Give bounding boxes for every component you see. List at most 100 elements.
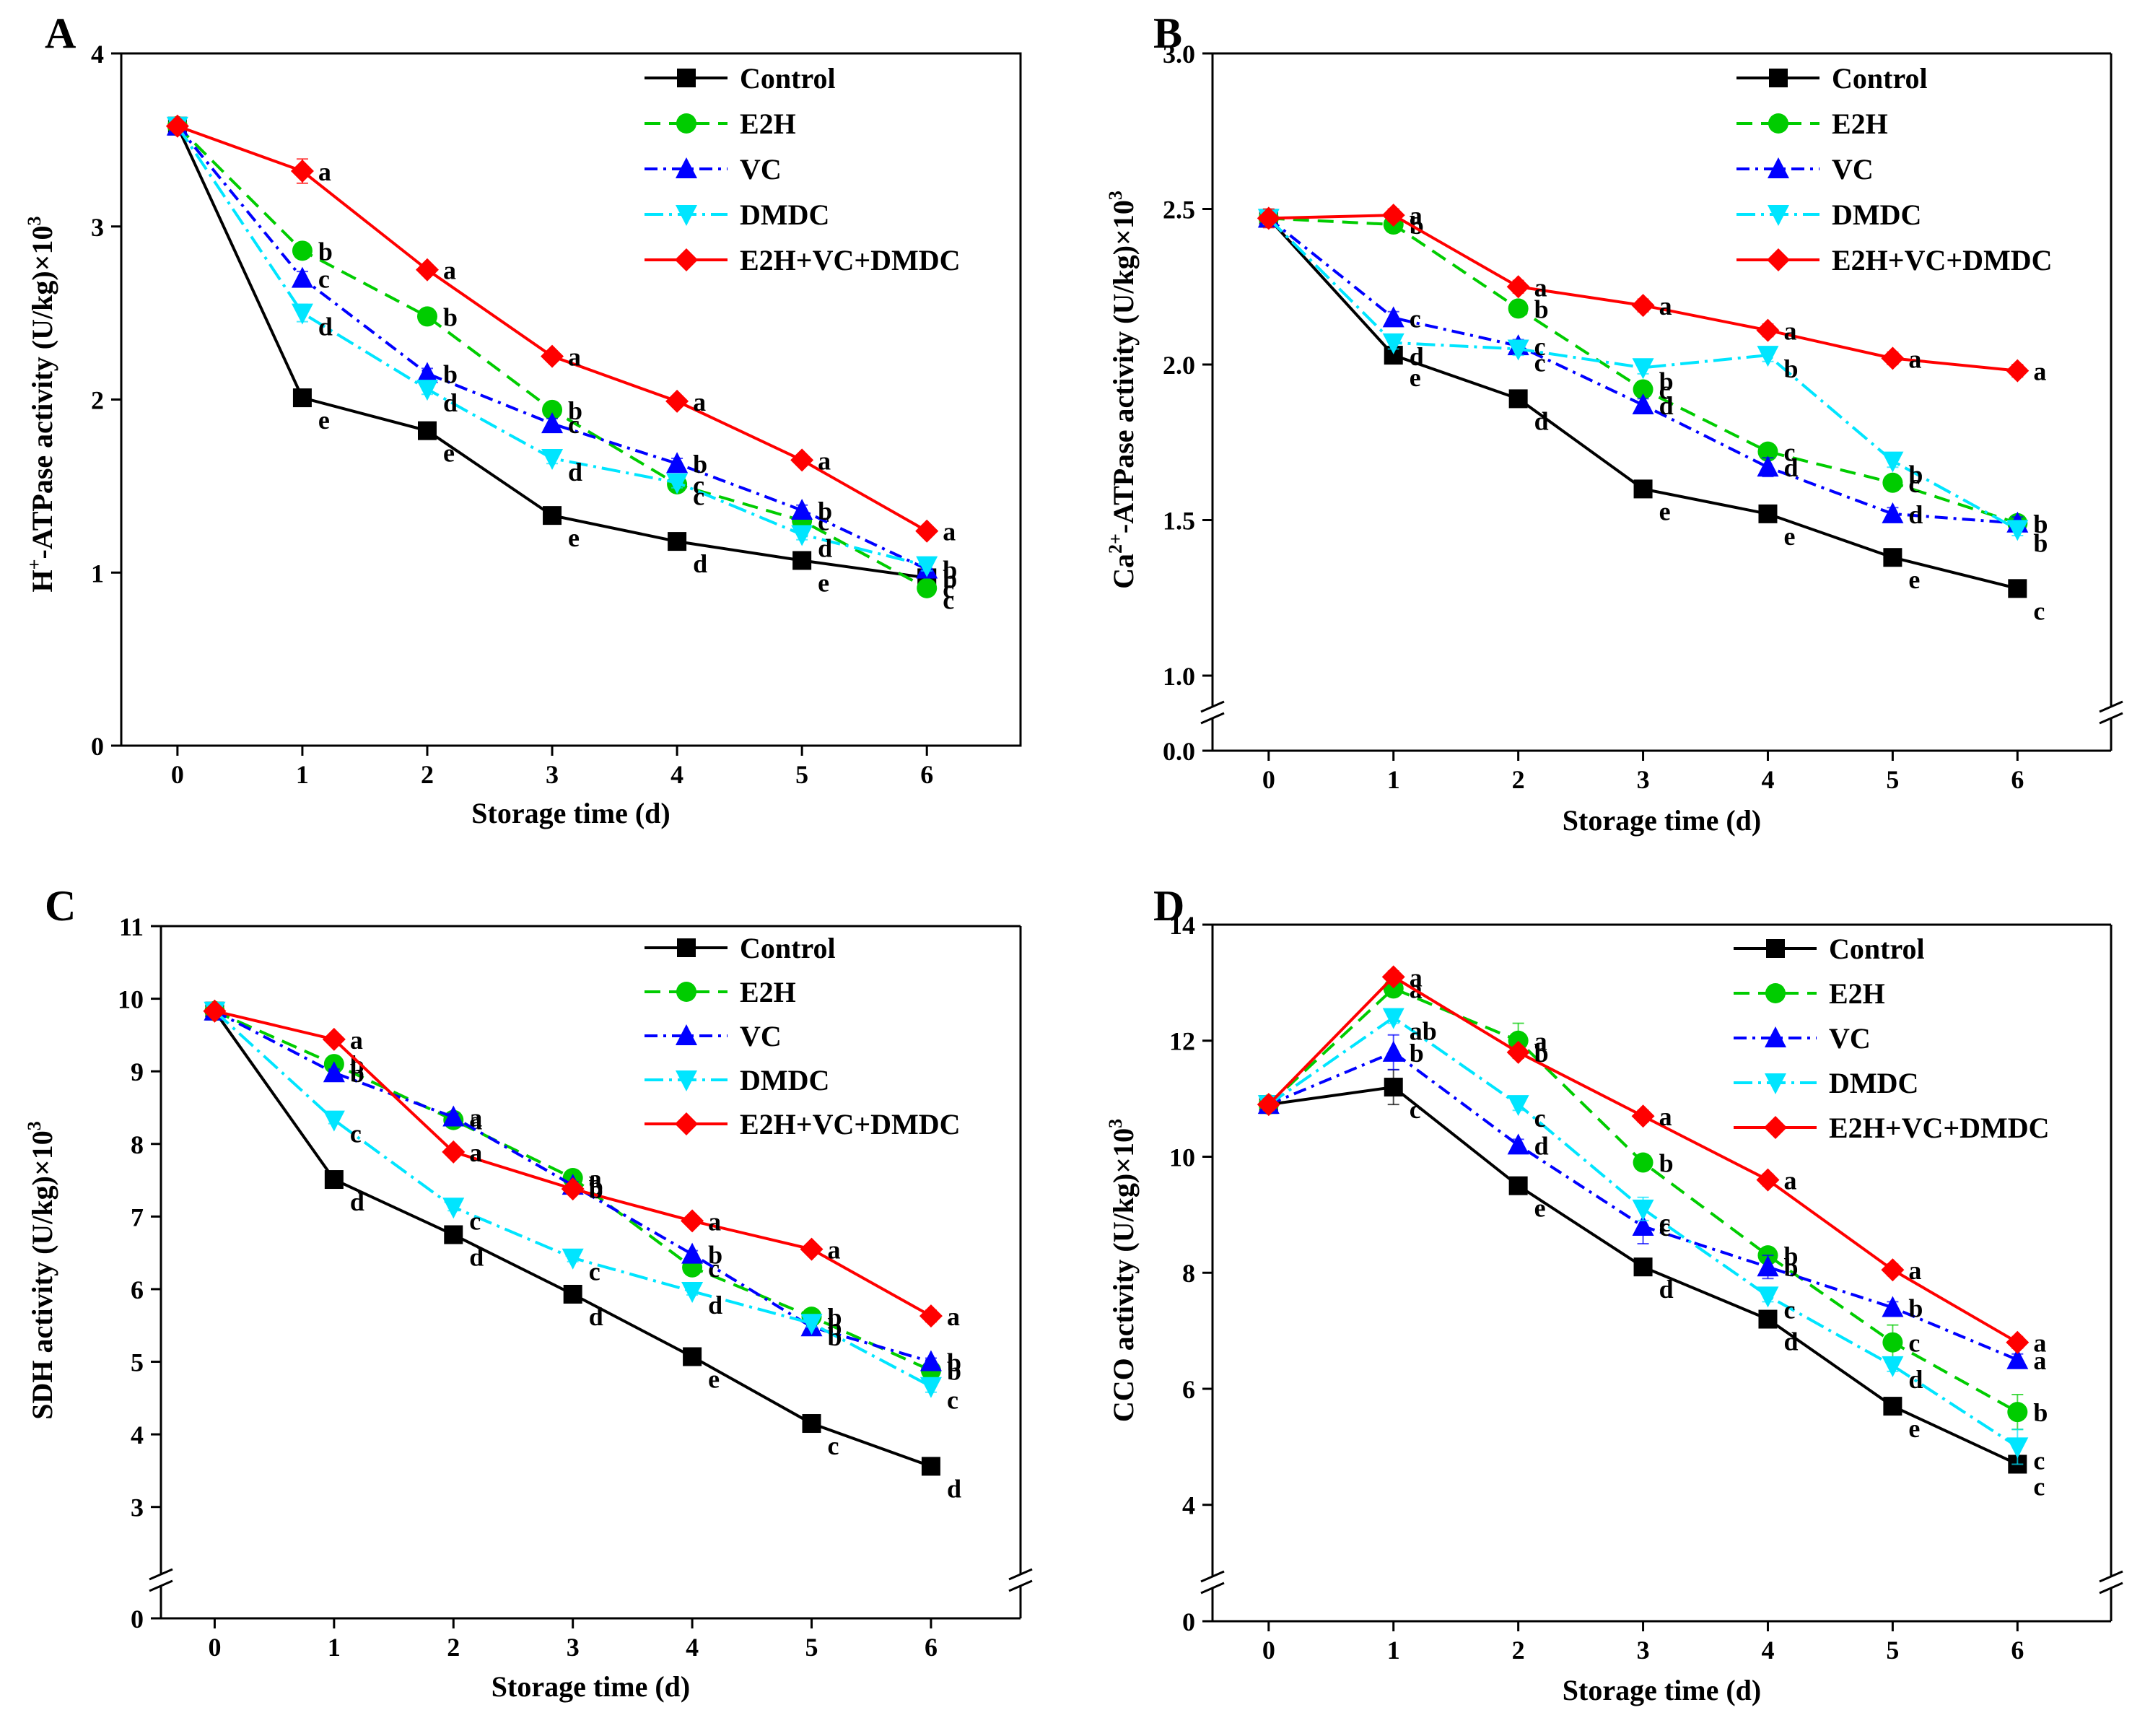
data-point [668, 532, 687, 551]
data-point [1757, 455, 1779, 477]
data-point [1508, 389, 1528, 409]
y-tick-label: 12 [1169, 1027, 1195, 1056]
significance-letter: b [2033, 1398, 2048, 1427]
data-point [1632, 1214, 1654, 1236]
legend: Control E2H VC DMDC E2H+VC+DMDC [645, 62, 961, 276]
significance-letter: a [2033, 1329, 2046, 1358]
legend-marker [676, 113, 696, 134]
x-tick-label: 1 [296, 760, 309, 789]
significance-letter: b [2033, 510, 2048, 538]
significance-letter: e [1783, 522, 1795, 551]
data-point [917, 577, 938, 598]
legend-label: DMDC [1829, 1067, 1918, 1099]
legend-label: Control [1829, 933, 1925, 965]
data-point [562, 1248, 584, 1270]
data-point [2006, 1348, 2029, 1369]
data-point [561, 1177, 585, 1201]
significance-letter: d [1908, 1365, 1923, 1394]
data-point [1381, 204, 1405, 227]
y-tick-label: 2.0 [1163, 351, 1195, 380]
y-axis-title: CCO activity (U/kg)×103 [1105, 1119, 1140, 1422]
data-point [1883, 548, 1902, 567]
panel-b: 0.0 1.0 1.5 2.0 2.5 3.0 0 1 2 3 4 5 6 Storage time (d… [1105, 9, 2123, 837]
data-point [1632, 358, 1654, 380]
data-point [2006, 359, 2030, 383]
data-point [1631, 294, 1655, 318]
legend-marker [675, 248, 698, 271]
data-point [292, 240, 313, 261]
significance-letter: b [443, 360, 458, 389]
series-e2h-vc-dmdc: a a a a a a [1257, 201, 2046, 386]
significance-letter: c [350, 1120, 362, 1148]
significance-letter: c [947, 1386, 958, 1415]
data-point [322, 1027, 346, 1051]
axis-break-mark [1008, 1568, 1033, 1581]
significance-letter: c [1783, 1295, 1795, 1324]
data-point [1882, 1296, 1904, 1317]
legend-label: E2H+VC+DMDC [740, 244, 961, 276]
significance-letter: a [1659, 1102, 1672, 1131]
y-axis-title-sup: 3 [24, 1121, 45, 1130]
legend-marker [1765, 983, 1786, 1003]
y-tick-label: 3.0 [1163, 40, 1195, 69]
y-tick-label: 1 [91, 559, 104, 588]
significance-letter: d [1659, 1275, 1674, 1304]
y-tick-label: 8 [1182, 1259, 1195, 1288]
data-point [1257, 206, 1280, 230]
significance-letter: b [1908, 1294, 1923, 1322]
significance-letter: c [1659, 1213, 1671, 1242]
y-axis-title: H+-ATPase activity (U/kg)×103 [24, 217, 58, 593]
data-point [790, 448, 814, 472]
significance-letter: b [943, 555, 957, 584]
data-point [1632, 393, 1654, 415]
significance-letter: c [469, 1206, 481, 1235]
significance-letter: e [443, 439, 455, 468]
significance-letter: e [568, 523, 580, 552]
data-point [1633, 1152, 1653, 1173]
significance-letter: e [1534, 1194, 1546, 1223]
significance-letter: a [350, 1026, 363, 1055]
legend-label: DMDC [1832, 199, 1921, 231]
data-point [542, 399, 563, 420]
significance-letter: b [693, 450, 707, 479]
significance-letter: b [1410, 211, 1424, 240]
y-axis-title-sup: + [24, 559, 45, 570]
significance-letter: b [1783, 354, 1798, 383]
significance-letter: c [1783, 438, 1795, 467]
y-tick-label: 0 [91, 732, 104, 761]
data-point [1757, 1286, 1779, 1308]
y-tick-label: 5 [131, 1348, 144, 1377]
significance-letter: c [2033, 1472, 2045, 1501]
y-tick-label-zero: 0 [131, 1605, 144, 1634]
significance-letter: a [1783, 1166, 1796, 1195]
data-point [1882, 472, 1903, 493]
legend-label: E2H+VC+DMDC [1832, 244, 2053, 276]
significance-letter: c [568, 410, 580, 439]
data-point [1382, 333, 1404, 354]
data-point [665, 389, 689, 413]
y-tick-label: 4 [131, 1421, 144, 1449]
x-axis-title: Storage time (d) [1563, 804, 1761, 837]
data-point [1507, 1095, 1529, 1117]
y-axis-title: Ca2+-ATPase activity (U/kg)×103 [1105, 191, 1140, 589]
data-point [1633, 479, 1653, 499]
significance-letter: b [828, 1303, 842, 1332]
series-e2h-vc-dmdc: a a a a a a [165, 114, 956, 546]
y-tick-label: 10 [1169, 1143, 1195, 1172]
data-point [1506, 1040, 1530, 1064]
significance-letter: d [469, 1243, 484, 1272]
x-tick-label: 1 [1387, 1636, 1400, 1665]
legend-label: E2H+VC+DMDC [1829, 1112, 2050, 1144]
data-point [921, 1457, 940, 1476]
data-point [916, 556, 938, 577]
significance-letter: d [1908, 500, 1923, 529]
significance-letter: c [2033, 1446, 2045, 1475]
y-axis-title-sup: 3 [24, 217, 45, 226]
data-point [681, 1281, 704, 1303]
data-point [444, 1225, 463, 1244]
x-tick-label: 3 [1637, 1636, 1650, 1665]
significance-letter: c [708, 1254, 720, 1283]
data-point [1506, 275, 1530, 299]
